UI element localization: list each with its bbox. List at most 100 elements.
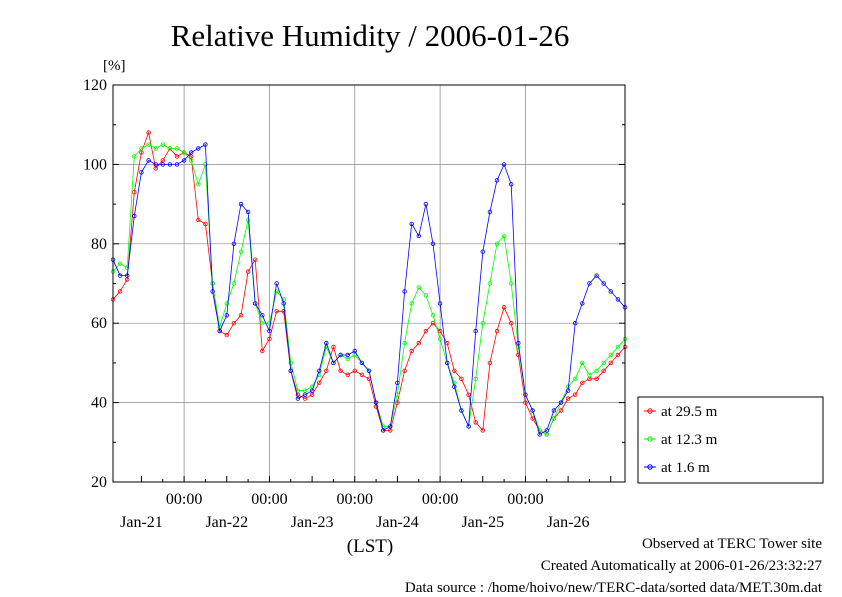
data-point xyxy=(174,162,180,167)
x-day-label: Jan-22 xyxy=(205,514,248,531)
plot-frame xyxy=(112,84,626,483)
data-point xyxy=(224,313,229,318)
data-point xyxy=(267,321,272,326)
data-point xyxy=(224,332,229,338)
data-point xyxy=(615,297,621,302)
data-point xyxy=(430,313,436,318)
data-point xyxy=(352,352,357,358)
data-point xyxy=(117,273,123,278)
footer-source: Data source : /home/hoivo/new/TERC-data/… xyxy=(404,580,822,596)
data-point xyxy=(338,352,343,358)
data-point xyxy=(324,340,329,346)
data-point xyxy=(615,352,621,358)
data-point xyxy=(252,301,258,306)
data-point xyxy=(224,301,229,306)
data-point xyxy=(117,261,123,266)
data-point xyxy=(160,162,165,167)
data-point xyxy=(509,182,514,187)
data-point xyxy=(288,368,293,373)
data-point xyxy=(580,380,585,385)
data-point xyxy=(331,360,336,366)
data-point xyxy=(487,281,493,286)
data-point xyxy=(188,150,194,155)
series-line xyxy=(112,131,626,435)
data-point xyxy=(331,344,336,350)
data-point xyxy=(466,424,471,429)
x-time-tick-label: 00:00 xyxy=(251,491,287,508)
legend-label: at 12.3 m xyxy=(661,432,718,448)
data-point xyxy=(352,348,357,354)
data-point xyxy=(445,340,450,346)
data-point xyxy=(309,392,315,397)
grid-lines xyxy=(113,84,625,483)
data-point xyxy=(416,285,421,290)
y-tick-label: 100 xyxy=(83,156,107,173)
data-point xyxy=(231,321,237,326)
data-point xyxy=(203,221,208,227)
data-point xyxy=(260,348,265,354)
data-point xyxy=(260,321,265,326)
x-axis-label: (LST) xyxy=(347,536,393,557)
data-point xyxy=(523,400,528,405)
data-point xyxy=(203,162,208,167)
legend-label: at 1.6 m xyxy=(661,460,710,476)
data-point xyxy=(231,241,237,246)
series-line xyxy=(112,144,626,435)
data-point xyxy=(494,328,500,334)
data-point xyxy=(373,404,379,409)
data-point xyxy=(238,313,244,318)
data-point xyxy=(267,328,272,334)
data-point xyxy=(459,376,464,381)
data-point xyxy=(480,249,485,254)
data-point xyxy=(153,146,158,151)
data-point xyxy=(402,340,407,346)
data-point xyxy=(409,301,414,306)
data-point xyxy=(345,352,350,358)
data-point xyxy=(437,301,443,306)
data-point xyxy=(309,388,315,393)
x-day-label: Jan-25 xyxy=(461,514,504,531)
data-point xyxy=(423,293,429,298)
data-point xyxy=(544,428,549,433)
data-point xyxy=(587,372,592,377)
data-point xyxy=(494,241,500,246)
data-point xyxy=(352,368,357,373)
y-tick-label: 120 xyxy=(83,77,107,94)
data-point xyxy=(395,380,400,385)
data-point xyxy=(558,400,564,405)
data-point xyxy=(601,281,606,286)
footer-observed: Observed at TERC Tower site xyxy=(641,536,822,552)
data-point xyxy=(558,408,564,413)
x-time-tick-label: 00:00 xyxy=(507,491,543,508)
data-point xyxy=(359,360,365,366)
data-point xyxy=(573,376,578,381)
data-point xyxy=(523,392,528,397)
data-point xyxy=(452,384,457,389)
data-point xyxy=(295,396,301,401)
data-point xyxy=(317,368,322,373)
data-point xyxy=(153,162,158,167)
data-point xyxy=(594,376,599,381)
data-point xyxy=(146,130,151,135)
data-point xyxy=(139,170,144,175)
x-time-tick-label: 00:00 xyxy=(422,491,458,508)
data-point xyxy=(544,432,549,437)
data-point xyxy=(594,273,599,278)
data-point xyxy=(587,281,592,286)
data-point xyxy=(565,396,571,401)
data-point xyxy=(423,201,429,207)
data-point xyxy=(167,146,173,151)
data-point xyxy=(274,281,279,286)
data-point xyxy=(217,328,222,334)
data-point xyxy=(124,273,130,278)
data-point xyxy=(501,162,507,167)
footer-created: Created Automatically at 2006-01-26/23:3… xyxy=(540,558,822,574)
data-point xyxy=(160,142,165,147)
y-tick-labels: 20 40 60 80 100 120 xyxy=(83,77,107,491)
data-point xyxy=(267,336,272,342)
data-point xyxy=(608,289,613,294)
data-point xyxy=(132,154,137,159)
data-point xyxy=(402,289,407,294)
data-point xyxy=(530,416,535,421)
